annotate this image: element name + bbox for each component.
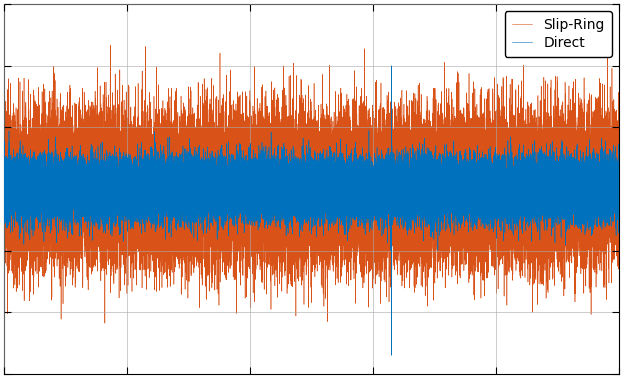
Slip-Ring — [236, 215, 244, 219]
Slip-Ring — [1, 214, 8, 218]
Line: Direct: Direct — [4, 66, 619, 355]
Slip-Ring — [457, 207, 464, 211]
Direct — [236, 174, 244, 179]
Direct — [371, 184, 378, 189]
Slip-Ring — [334, 197, 341, 202]
Direct — [1, 190, 8, 194]
Direct — [615, 192, 622, 196]
Direct — [388, 353, 395, 358]
Line: Slip-Ring: Slip-Ring — [4, 34, 619, 323]
Slip-Ring — [604, 32, 611, 37]
Legend: Slip-Ring, Direct: Slip-Ring, Direct — [505, 11, 612, 57]
Direct — [388, 64, 395, 68]
Direct — [148, 166, 156, 171]
Slip-Ring — [371, 205, 378, 209]
Slip-Ring — [615, 178, 622, 183]
Direct — [42, 177, 50, 181]
Direct — [457, 175, 464, 180]
Slip-Ring — [148, 174, 156, 178]
Slip-Ring — [42, 206, 50, 210]
Direct — [334, 185, 341, 189]
Slip-Ring — [101, 321, 108, 325]
